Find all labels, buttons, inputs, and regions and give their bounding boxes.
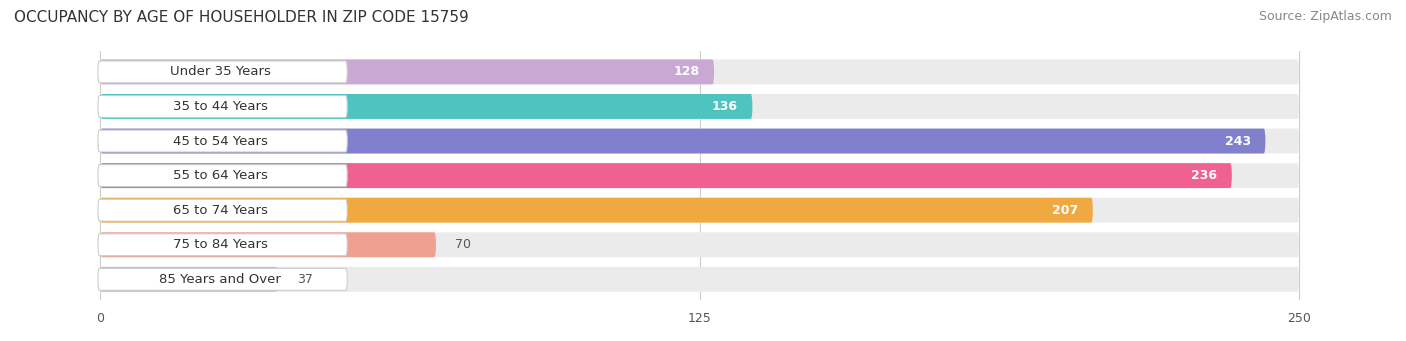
- FancyBboxPatch shape: [98, 199, 347, 221]
- Text: 136: 136: [711, 100, 738, 113]
- FancyBboxPatch shape: [100, 232, 1299, 257]
- FancyBboxPatch shape: [100, 59, 1299, 84]
- FancyBboxPatch shape: [100, 129, 1265, 153]
- Text: 207: 207: [1052, 204, 1078, 217]
- FancyBboxPatch shape: [100, 198, 1299, 223]
- Text: 243: 243: [1225, 135, 1251, 148]
- FancyBboxPatch shape: [100, 267, 278, 292]
- FancyBboxPatch shape: [98, 95, 347, 117]
- Text: 55 to 64 Years: 55 to 64 Years: [173, 169, 267, 182]
- Text: Under 35 Years: Under 35 Years: [170, 65, 270, 78]
- FancyBboxPatch shape: [100, 267, 1299, 292]
- Text: 128: 128: [673, 65, 700, 78]
- FancyBboxPatch shape: [100, 129, 1299, 153]
- FancyBboxPatch shape: [98, 130, 347, 152]
- FancyBboxPatch shape: [98, 234, 347, 256]
- FancyBboxPatch shape: [100, 94, 752, 119]
- FancyBboxPatch shape: [98, 165, 347, 187]
- FancyBboxPatch shape: [100, 94, 1299, 119]
- FancyBboxPatch shape: [98, 61, 347, 83]
- FancyBboxPatch shape: [100, 163, 1232, 188]
- Text: 70: 70: [456, 238, 471, 251]
- FancyBboxPatch shape: [100, 198, 1092, 223]
- Text: 85 Years and Over: 85 Years and Over: [159, 273, 281, 286]
- FancyBboxPatch shape: [98, 268, 347, 290]
- Text: 65 to 74 Years: 65 to 74 Years: [173, 204, 267, 217]
- Text: 37: 37: [297, 273, 312, 286]
- FancyBboxPatch shape: [100, 163, 1299, 188]
- FancyBboxPatch shape: [100, 59, 714, 84]
- FancyBboxPatch shape: [100, 232, 436, 257]
- Text: Source: ZipAtlas.com: Source: ZipAtlas.com: [1258, 10, 1392, 23]
- Text: 35 to 44 Years: 35 to 44 Years: [173, 100, 267, 113]
- Text: 45 to 54 Years: 45 to 54 Years: [173, 135, 267, 148]
- Text: 236: 236: [1191, 169, 1218, 182]
- Text: 75 to 84 Years: 75 to 84 Years: [173, 238, 267, 251]
- Text: OCCUPANCY BY AGE OF HOUSEHOLDER IN ZIP CODE 15759: OCCUPANCY BY AGE OF HOUSEHOLDER IN ZIP C…: [14, 10, 468, 25]
